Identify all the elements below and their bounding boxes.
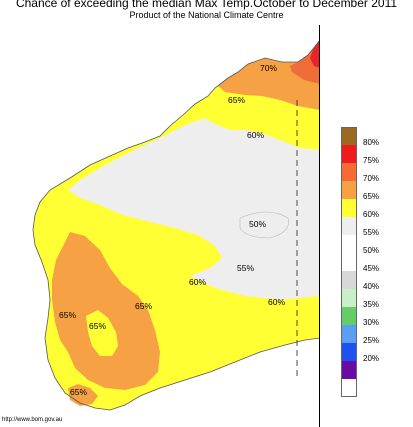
legend-swatch [341,181,357,199]
land-orange-southwest [52,232,160,390]
land-yellow-hole [86,310,118,356]
legend-label: 75% [363,156,380,165]
legend-swatch [341,343,357,361]
legend-item: 20% [341,343,391,363]
legend-item: 25% [341,325,391,345]
legend-label: 65% [363,192,380,201]
credit-url: http://www.bom.gov.au [2,417,63,423]
legend-item: 60% [341,199,391,219]
legend-item: 35% [341,289,391,309]
legend-label: 50% [363,246,380,255]
legend-swatch [341,199,357,217]
land-grey [68,118,320,300]
label-south-60: 60% [268,297,285,307]
legend-swatch [341,289,357,307]
legend-label: 40% [363,282,380,291]
legend-label: 35% [363,300,380,309]
label-west-65-a: 65% [59,310,76,320]
legend-swatch [341,163,357,181]
legend-label: 20% [363,354,380,363]
legend-item: 70% [341,163,391,183]
legend-item: 65% [341,181,391,201]
map-area: 70% 65% 60% 50% 55% 60% 60% 65% 65% 65% … [0,25,320,427]
legend-item: 40% [341,271,391,291]
legend-swatch [341,271,357,289]
legend-swatch [341,217,357,235]
map-title: Chance of exceeding the median Max Temp.… [15,0,398,10]
legend-swatch [341,235,357,253]
coastline [32,39,320,411]
legend-item: 55% [341,217,391,237]
label-interior-55: 55% [237,263,254,273]
legend-swatch [341,325,357,343]
label-southwest-65: 65% [70,387,87,397]
legend-swatch [341,361,357,379]
legend: 80% 75% 70% 65% 60% 55% 50% 45% 40% 35% 30% 25% 20% [341,127,391,379]
legend-item: 30% [341,307,391,327]
legend-swatch [341,145,357,163]
legend-label: 45% [363,264,380,273]
land-orange-south [68,384,98,406]
contour-50 [239,211,289,239]
label-pilbara-60: 60% [247,130,264,140]
legend-swatch [341,307,357,325]
legend-label: 60% [363,210,380,219]
land-red-orange [290,40,320,84]
legend-item: 75% [341,145,391,165]
legend-swatch [341,253,357,271]
legend-item: 50% [341,235,391,255]
legend-label: 30% [363,318,380,327]
legend-label: 70% [363,174,380,183]
legend-item [341,361,391,379]
label-interior-50: 50% [249,219,266,229]
land-red [310,40,320,68]
legend-item: 80% [341,127,391,147]
label-west-65-c: 65% [135,301,152,311]
legend-label: 25% [363,336,380,345]
legend-label: 55% [363,228,380,237]
map-subtitle: Product of the National Climate Centre [129,10,284,20]
label-kimberley-70: 70% [260,63,277,73]
legend-label: 80% [363,138,380,147]
land-orange-north [218,40,320,110]
legend-item: 45% [341,253,391,273]
label-west-65-b: 65% [89,321,106,331]
label-central-60: 60% [189,277,206,287]
legend-swatch [341,127,357,145]
label-kimberley-65: 65% [228,95,245,105]
